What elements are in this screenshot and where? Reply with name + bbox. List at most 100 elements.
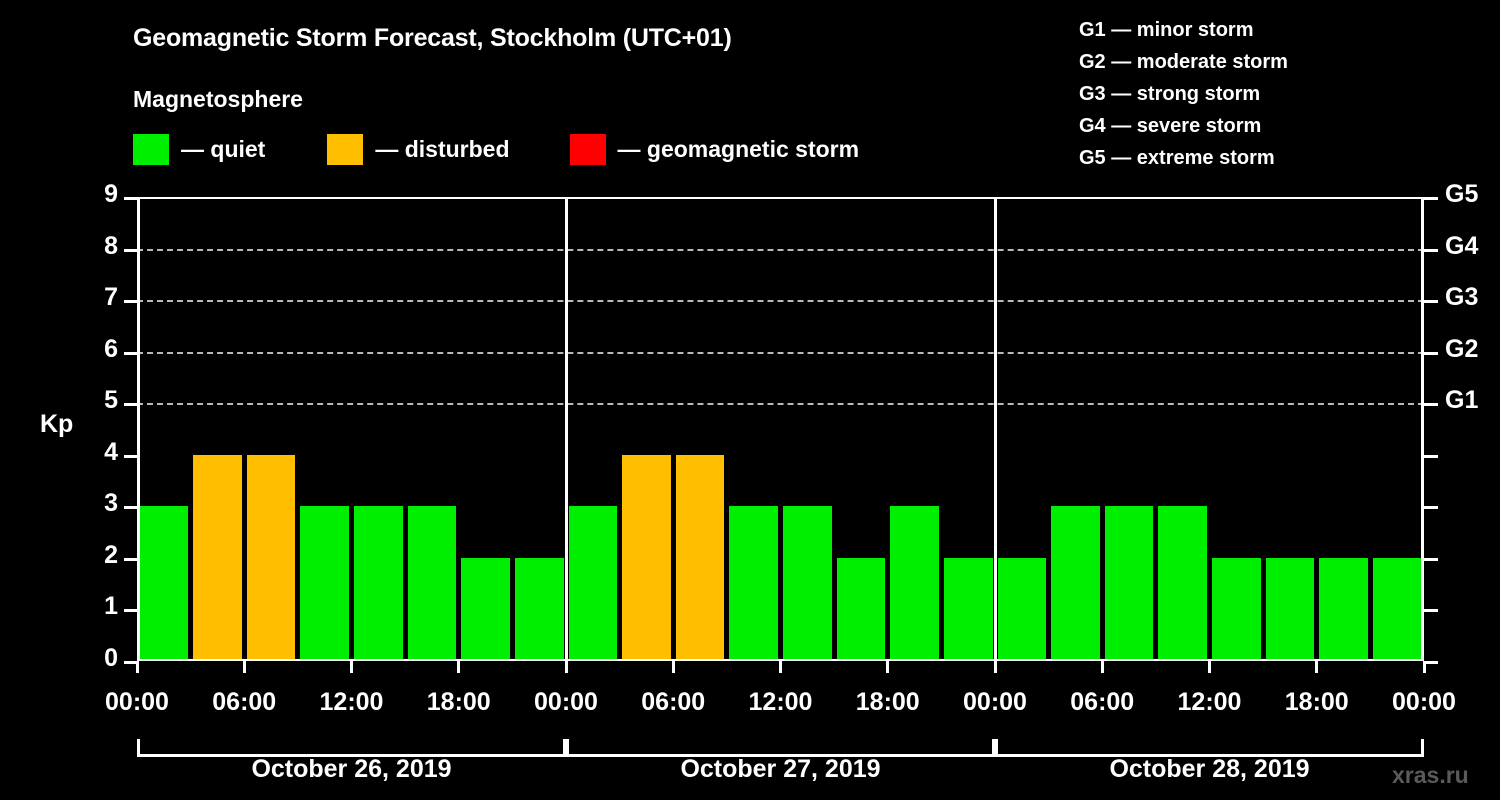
y-tick-label-5: 5 <box>104 386 118 415</box>
day-dividers <box>137 197 1424 661</box>
bar[interactable] <box>568 506 618 661</box>
y-tick-label-8: 8 <box>104 231 118 260</box>
x-tick <box>993 661 997 673</box>
bar[interactable] <box>139 506 189 661</box>
x-tick <box>1208 661 1211 673</box>
bar[interactable] <box>300 506 349 661</box>
y-tick-2 <box>124 557 137 561</box>
y-tick-label-6: 6 <box>104 334 118 363</box>
bar[interactable] <box>1265 557 1315 661</box>
g-axis-label-g3: G3 <box>1445 283 1479 312</box>
x-tick-label: 18:00 <box>1284 688 1349 716</box>
x-tick-label: 06:00 <box>1070 688 1135 716</box>
x-tick <box>564 661 568 673</box>
bar-series <box>137 197 1424 661</box>
g-axis-tick-kp-9 <box>1424 197 1438 200</box>
bar[interactable] <box>1372 557 1422 661</box>
bar[interactable] <box>1158 506 1207 661</box>
y-tick-8 <box>124 248 137 252</box>
y-tick-label-9: 9 <box>104 180 118 208</box>
legend-label-geomagnetic-storm: — geomagnetic storm <box>617 136 860 162</box>
bar[interactable] <box>246 454 296 661</box>
gridline-kp-7 <box>137 300 1424 303</box>
bar[interactable] <box>1104 506 1154 661</box>
storm-scale-key: G1 — minor storm G2 — moderate storm G3 … <box>1079 14 1288 174</box>
storm-scale-line-g1: G1 — minor storm <box>1079 19 1254 41</box>
x-tick-label: 12:00 <box>748 688 813 716</box>
bar[interactable] <box>193 454 242 661</box>
x-tick-label: 00:00 <box>963 688 1027 716</box>
plot-frame <box>137 197 1424 661</box>
g-axis-tick-kp-6 <box>1424 351 1438 355</box>
x-tick <box>671 661 675 673</box>
page-title: Geomagnetic Storm Forecast, Stockholm (U… <box>133 24 732 52</box>
x-tick <box>242 661 246 673</box>
x-tick-label: 00:00 <box>1392 688 1456 716</box>
x-tick <box>457 661 461 673</box>
color-legend: — quiet — disturbed — geomagnetic storm <box>133 133 859 166</box>
storm-scale-line-g5: G5 — extreme storm <box>1079 147 1275 169</box>
g-axis-tick-kp-1 <box>1424 609 1438 613</box>
magnetosphere-label: Magnetosphere <box>133 86 303 112</box>
storm-scale-line-g2: G2 — moderate storm <box>1079 51 1288 73</box>
y-tick-label-7: 7 <box>104 283 118 312</box>
bar[interactable] <box>729 506 778 661</box>
bar[interactable] <box>836 557 886 661</box>
y-tick-label-0: 0 <box>104 644 118 672</box>
x-tick <box>886 661 890 673</box>
storm-scale-line-g3: G3 — strong storm <box>1079 83 1261 105</box>
legend-item-geomagnetic-storm: — geomagnetic storm <box>569 134 860 165</box>
bar[interactable] <box>675 454 725 661</box>
y-tick-9 <box>124 197 137 200</box>
legend-label-disturbed: — disturbed <box>375 136 510 162</box>
legend-swatch-quiet <box>133 134 169 165</box>
legend-label-quiet: — quiet <box>181 136 266 162</box>
date-label: October 26, 2019 <box>251 755 452 783</box>
bar[interactable] <box>461 557 510 661</box>
bar[interactable] <box>407 506 457 661</box>
g-axis-tick-kp-4 <box>1424 454 1438 458</box>
x-tick <box>779 661 782 673</box>
y-tick-4 <box>124 454 137 458</box>
y-tick-label-1: 1 <box>104 592 118 621</box>
x-tick <box>1315 661 1319 673</box>
y-tick-1 <box>124 609 137 613</box>
x-tick-label: 00:00 <box>105 688 169 716</box>
g-axis-label-g2: G2 <box>1445 334 1479 363</box>
x-tick-label: 18:00 <box>855 688 920 716</box>
bar[interactable] <box>354 506 403 661</box>
g-axis-tick-kp-7 <box>1424 300 1438 304</box>
x-tick <box>135 661 139 673</box>
legend-swatch-geomagnetic-storm <box>569 134 606 165</box>
x-tick-label: 12:00 <box>1177 688 1242 716</box>
bar[interactable] <box>1319 557 1368 661</box>
bar[interactable] <box>1212 557 1261 661</box>
day-divider <box>993 197 997 661</box>
bar[interactable] <box>622 454 671 661</box>
g-axis-tick-kp-5 <box>1424 403 1438 407</box>
y-tick-label-2: 2 <box>104 540 118 569</box>
date-bracket <box>566 739 995 757</box>
g-axis-tick-kp-8 <box>1424 248 1438 252</box>
g-axis-tick-kp-0 <box>1424 661 1438 664</box>
y-tick-6 <box>124 351 137 355</box>
bar[interactable] <box>783 506 832 661</box>
legend-item-disturbed: — disturbed <box>327 134 510 165</box>
bar[interactable] <box>943 557 993 661</box>
y-tick-5 <box>124 403 137 407</box>
bar[interactable] <box>1051 506 1100 661</box>
g-axis-label-g1: G1 <box>1445 386 1479 415</box>
storm-scale-line-g4: G4 — severe storm <box>1079 115 1262 137</box>
bar[interactable] <box>514 557 564 661</box>
g-axis-tick-kp-3 <box>1424 506 1438 510</box>
day-divider <box>564 197 568 661</box>
date-bracket <box>995 739 1424 757</box>
bar[interactable] <box>997 557 1047 661</box>
g-axis-label-g5: G5 <box>1445 180 1479 208</box>
legend-swatch-disturbed <box>327 134 364 165</box>
gridline-kp-6 <box>137 351 1424 354</box>
bar[interactable] <box>890 506 939 661</box>
x-tick <box>350 661 353 673</box>
y-tick-3 <box>124 506 137 510</box>
